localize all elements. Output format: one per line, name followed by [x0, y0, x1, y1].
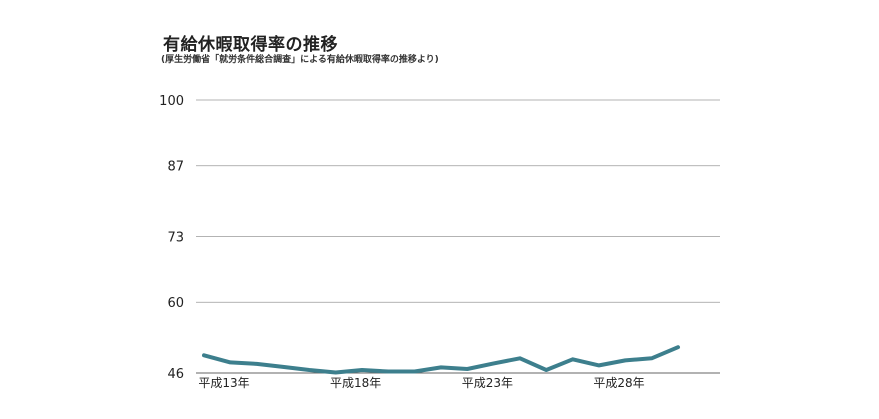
x-tick-label: 平成13年	[198, 376, 249, 390]
y-tick-label: 73	[167, 231, 184, 246]
y-axis-ticks: 46 60 73 87 100	[159, 94, 184, 382]
chart-title: 有給休暇取得率の推移	[163, 35, 338, 55]
x-axis-ticks: 平成13年 平成18年 平成23年 平成28年	[198, 376, 644, 390]
y-tick-label: 46	[167, 367, 184, 382]
x-tick-label: 平成18年	[330, 376, 381, 390]
y-tick-label: 87	[167, 160, 184, 175]
series-layer	[202, 345, 680, 375]
y-tick-label: 60	[167, 296, 184, 311]
series-line	[202, 345, 680, 375]
y-tick-label: 100	[159, 94, 184, 109]
grid-lines	[196, 99, 720, 374]
x-tick-label: 平成23年	[462, 376, 513, 390]
x-tick-label: 平成28年	[593, 376, 644, 390]
chart-subtitle: (厚生労働省「就労条件総合調査」による有給休暇取得率の推移より)	[161, 55, 439, 65]
